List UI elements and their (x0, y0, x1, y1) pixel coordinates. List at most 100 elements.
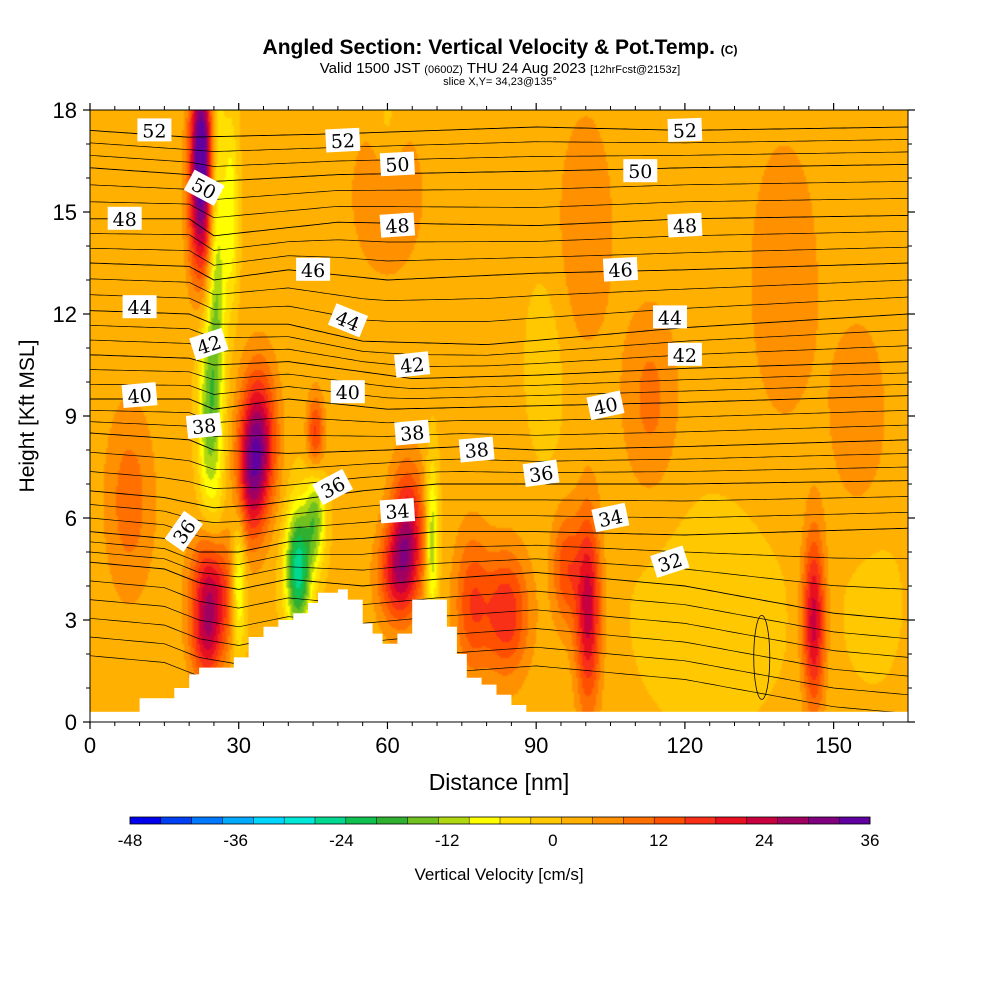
colorbar-swatch (284, 817, 316, 824)
contour-label: 38 (185, 412, 223, 439)
colorbar-swatch (592, 817, 624, 824)
contour-label: 48 (379, 212, 416, 239)
colorbar-swatch (376, 817, 408, 824)
contour-label-box (122, 295, 157, 319)
potential-temperature-contours (90, 126, 908, 714)
contour-label-box (185, 412, 223, 439)
contour-label-text: 38 (464, 439, 490, 463)
contour-line (90, 466, 908, 489)
contour-label: 36 (164, 510, 203, 552)
contour-label: 50 (379, 151, 415, 177)
x-tick-label: 60 (375, 733, 399, 758)
contour-label-box (394, 351, 431, 378)
vertical-velocity-field (90, 110, 908, 722)
contour-label-text: 42 (399, 354, 425, 378)
contour-line (90, 527, 908, 553)
contour-line (90, 561, 908, 621)
y-tick-label: 6 (65, 506, 77, 531)
contour-label-text: 46 (608, 259, 633, 282)
contour-label-box (164, 510, 203, 552)
contour-label: 52 (325, 127, 361, 153)
contour-line (753, 615, 771, 700)
contour-label: 40 (121, 382, 158, 409)
contour-label: 40 (330, 380, 365, 404)
contour-label: 42 (667, 342, 702, 367)
contour-label-box (602, 256, 639, 282)
contour-line (90, 214, 908, 237)
contour-label: 46 (296, 257, 331, 282)
colorbar-tick-label: -36 (223, 831, 248, 850)
contour-line (90, 432, 908, 454)
colorbar: -48 -36 -24 -12 0 12 24 36 (118, 816, 880, 850)
valid-utc: (0600Z) (424, 64, 463, 76)
contour-label-text: 40 (592, 394, 620, 421)
colorbar-swatch (438, 817, 470, 824)
contour-label-box (107, 206, 142, 230)
x-axis: 0 30 60 90 120 150 (84, 103, 884, 758)
contour-line (90, 369, 908, 389)
contour-label-text: 36 (528, 462, 555, 487)
colorbar-swatch (623, 817, 655, 824)
colorbar-swatch (839, 817, 871, 824)
chart-title-unit: (C) (720, 43, 738, 57)
terrain-mask (139, 589, 909, 722)
colorbar-swatch (500, 817, 532, 824)
colorbar-tick-label: 24 (755, 831, 774, 850)
contour-label: 34 (591, 502, 630, 533)
colorbar-swatch (253, 817, 285, 824)
y-tick-label: 12 (53, 302, 77, 327)
contour-line (90, 294, 908, 322)
colorbar-swatch (777, 817, 809, 824)
contour-label: 44 (653, 305, 687, 329)
contour-label-text: 48 (385, 215, 411, 239)
contour-line (90, 421, 908, 437)
y-axis-label: Height [Kft MSL] (16, 340, 39, 493)
colorbar-tick-label: 36 (861, 831, 880, 850)
x-axis-label: Distance [nm] (429, 769, 570, 795)
valid-time-line: Valid 1500 JST (0600Z) THU 24 Aug 2023 [… (0, 60, 1000, 77)
contour-label-box (379, 212, 416, 238)
colorbar-tick-label: 12 (649, 831, 668, 850)
colorbar-swatch (530, 817, 562, 824)
contour-label: 48 (107, 206, 142, 231)
colorbar-swatch (746, 817, 778, 824)
contour-line (90, 451, 908, 470)
contour-label: 36 (522, 459, 560, 487)
valid-time: Valid 1500 JST (319, 60, 421, 77)
x-tick-label: 90 (524, 733, 548, 758)
contour-label-text: 48 (672, 215, 697, 238)
contour-label-box (394, 419, 431, 446)
x-tick-label: 120 (667, 733, 704, 758)
contour-line (90, 230, 908, 251)
contour-line (90, 395, 908, 410)
colorbar-swatch (561, 817, 593, 824)
contour-line (90, 324, 908, 356)
contour-label-box (183, 169, 225, 206)
contour-label-text: 34 (385, 500, 411, 524)
contour-label-box (650, 545, 690, 578)
contour-label-text: 52 (672, 120, 697, 143)
contour-label-text: 50 (628, 161, 652, 183)
contour-line (90, 409, 908, 424)
colorbar-swatch (469, 817, 501, 824)
colorbar-swatch (407, 817, 439, 824)
colorbar-label: Vertical Velocity [cm/s] (414, 865, 583, 884)
contour-label: 50 (623, 159, 658, 183)
contour-line (90, 617, 908, 677)
contour-label-box (189, 327, 229, 361)
contour-label-box (591, 502, 630, 533)
contour-label: 42 (189, 327, 229, 361)
y-tick-label: 18 (53, 98, 77, 123)
contour-label-box (137, 118, 172, 142)
contour-line (90, 636, 908, 696)
contour-label-box (379, 151, 415, 177)
contour-line (90, 163, 908, 182)
contour-line (90, 198, 908, 219)
y-tick-label: 15 (53, 200, 77, 225)
contour-label-box (667, 342, 702, 366)
contour-label: 40 (586, 390, 625, 421)
contour-line (90, 580, 908, 640)
colorbar-swatch (808, 817, 840, 824)
